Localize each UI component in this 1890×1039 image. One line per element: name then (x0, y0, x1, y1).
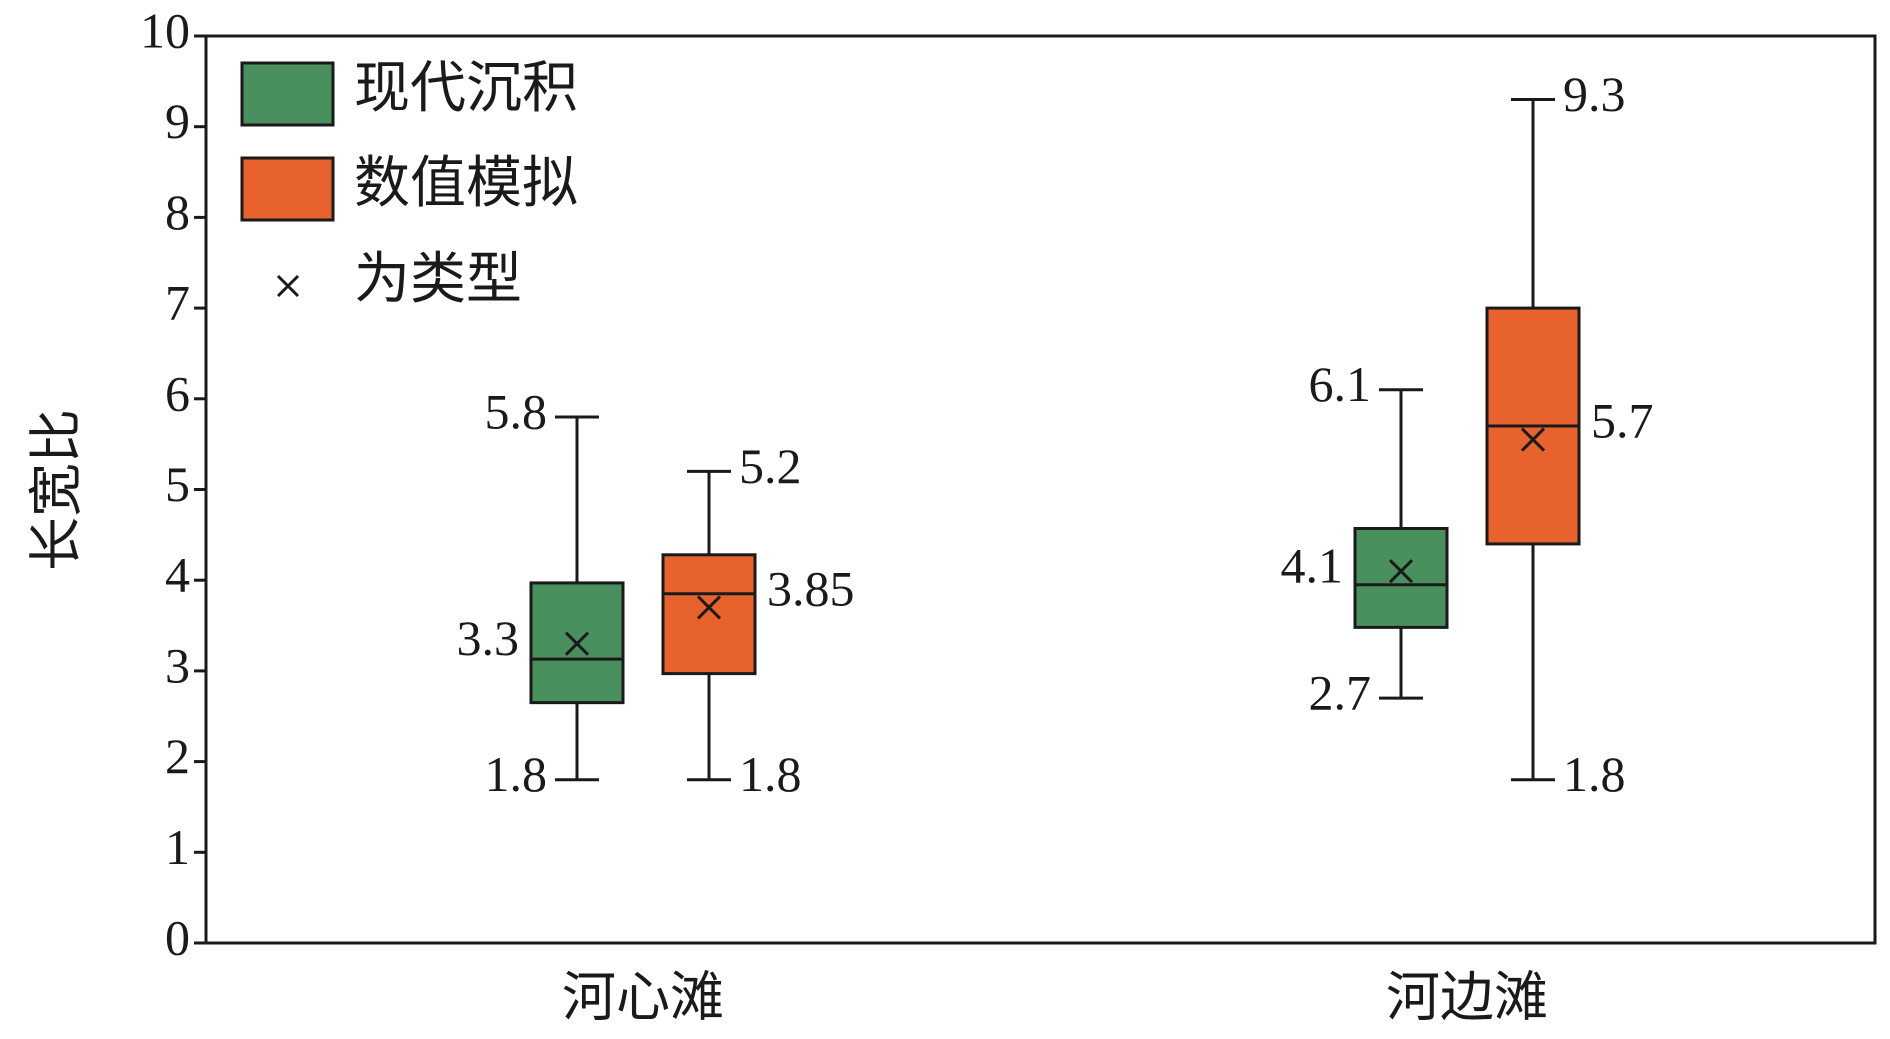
y-axis-label: 长宽比 (26, 409, 86, 571)
mean-marker (564, 631, 590, 656)
legend-swatch (240, 61, 335, 127)
legend-label: 为类型 (354, 249, 522, 311)
y-tick-label: 6 (165, 365, 190, 421)
box (1353, 527, 1449, 629)
x-tick-label: 河心滩 (562, 967, 724, 1027)
value-label: 2.7 (1309, 665, 1372, 721)
legend-swatch (240, 156, 335, 222)
mean-marker (1520, 427, 1546, 452)
value-label: 5.8 (485, 383, 548, 439)
y-tick-label: 3 (165, 637, 190, 693)
value-label: 1.8 (739, 746, 802, 802)
y-tick-label: 5 (165, 456, 190, 512)
value-label: 9.3 (1563, 66, 1626, 122)
y-tick-label: 7 (165, 275, 190, 331)
mean-marker (1388, 559, 1414, 584)
legend-mean-marker (276, 274, 300, 298)
box (661, 553, 757, 676)
legend-label: 数值模拟 (354, 153, 578, 215)
value-label: 1.8 (1563, 746, 1626, 802)
value-label: 5.2 (739, 438, 802, 494)
value-label: 3.3 (457, 610, 520, 666)
value-label: 5.7 (1591, 392, 1654, 448)
legend-label: 现代沉积 (354, 58, 578, 120)
value-label: 6.1 (1309, 356, 1372, 412)
y-tick-label: 8 (165, 184, 190, 240)
value-label: 3.85 (767, 560, 855, 616)
value-label: 1.8 (485, 746, 548, 802)
value-label: 4.1 (1281, 538, 1344, 594)
y-tick-label: 0 (165, 909, 190, 965)
y-tick-label: 10 (140, 2, 190, 58)
y-tick-label: 2 (165, 728, 190, 784)
x-tick-label: 河边滩 (1386, 967, 1548, 1027)
y-tick-label: 1 (165, 819, 190, 875)
y-tick-label: 4 (165, 547, 190, 603)
mean-marker (696, 595, 722, 620)
y-tick-label: 9 (165, 93, 190, 149)
